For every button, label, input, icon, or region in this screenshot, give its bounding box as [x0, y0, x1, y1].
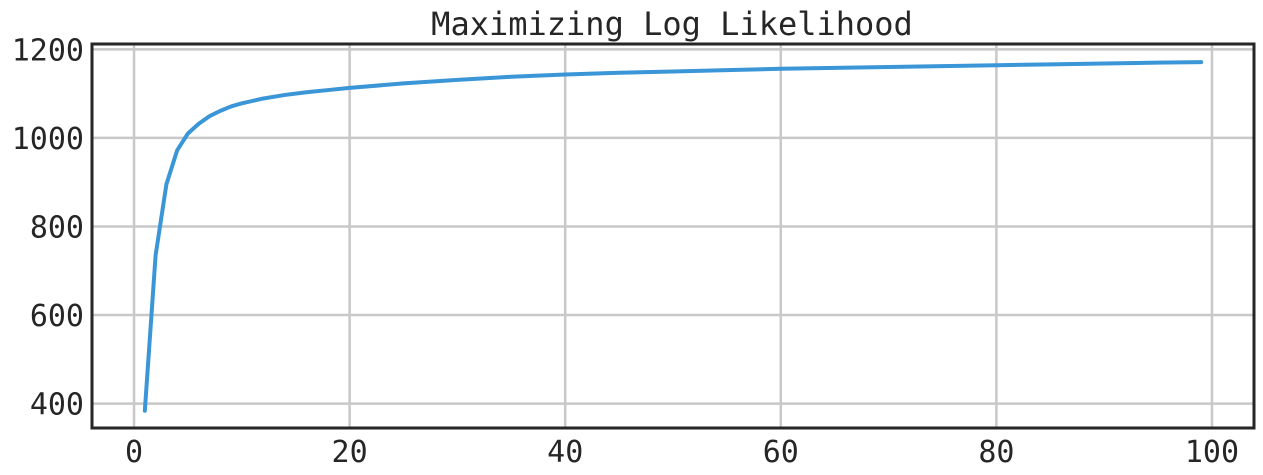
log-likelihood-line [142, 60, 1204, 413]
x-tick-label: 100 [1185, 435, 1239, 470]
x-tick-label: 20 [332, 435, 368, 470]
y-axis-ticks: 400 600 800 1000 1200 [12, 33, 84, 422]
x-axis-ticks: 0 20 40 60 80 100 [125, 435, 1239, 470]
plot-frame [90, 42, 1256, 430]
grid [92, 44, 1254, 428]
x-tick-label: 80 [978, 435, 1014, 470]
x-tick-label: 40 [547, 435, 583, 470]
chart-title: Maximizing Log Likelihood [431, 5, 913, 43]
y-tick-label: 800 [30, 210, 84, 245]
y-tick-label: 1200 [12, 33, 84, 68]
x-tick-label: 0 [125, 435, 143, 470]
x-tick-label: 60 [763, 435, 799, 470]
y-tick-label: 600 [30, 299, 84, 334]
y-tick-label: 400 [30, 388, 84, 423]
y-tick-label: 1000 [12, 122, 84, 157]
